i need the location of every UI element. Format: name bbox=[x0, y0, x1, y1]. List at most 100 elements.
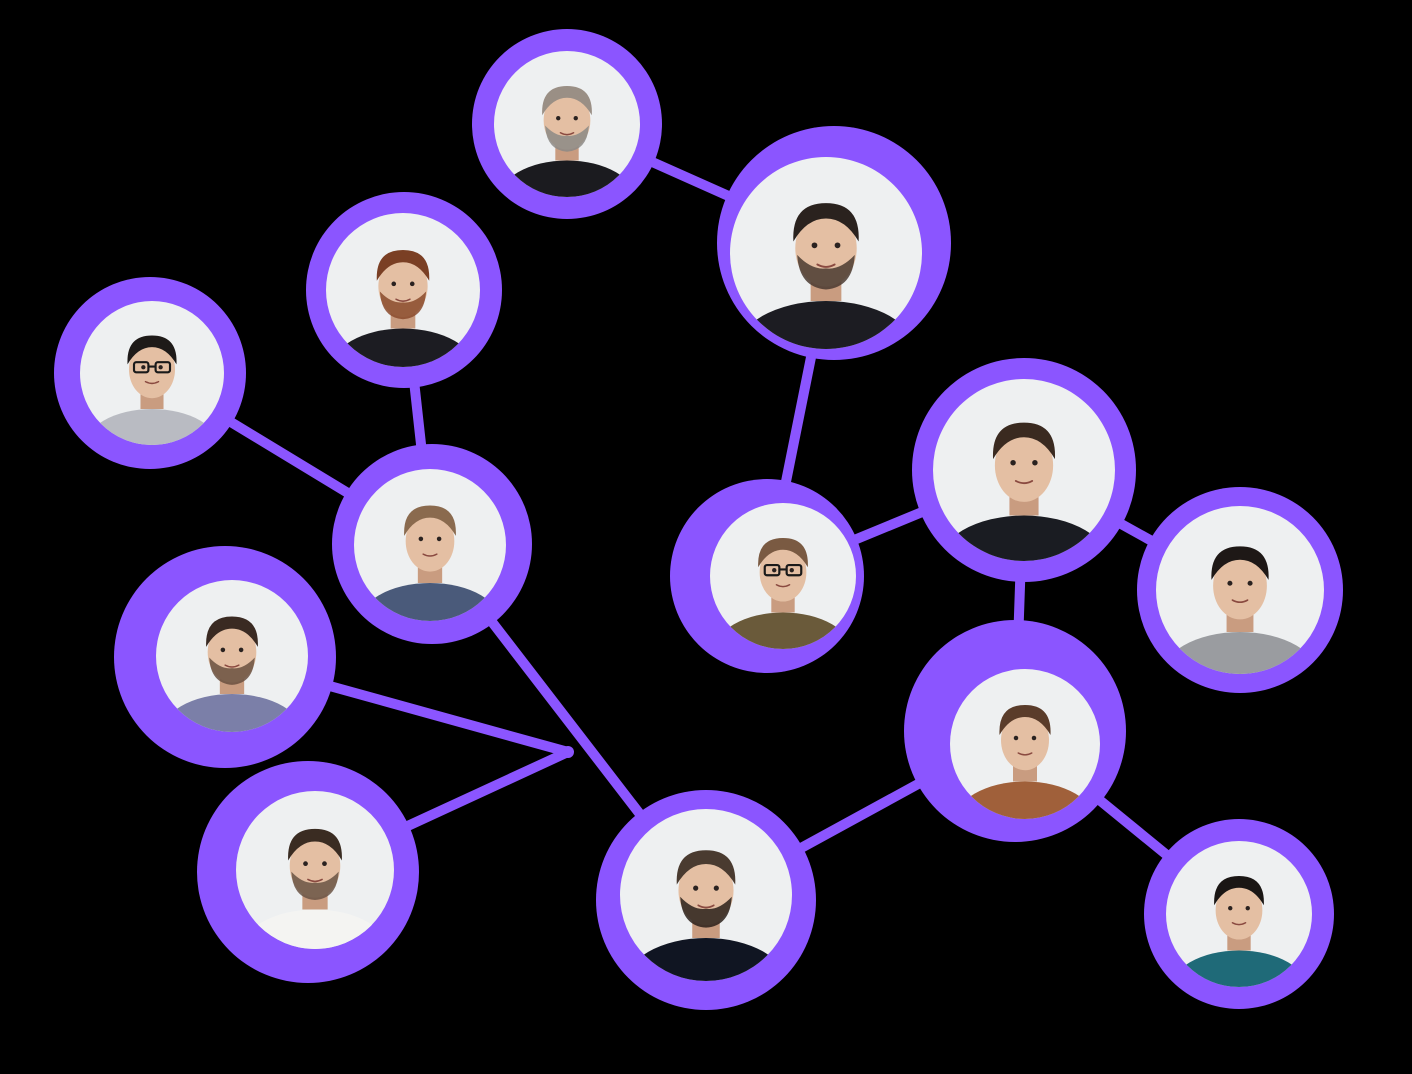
person-node-p8 bbox=[596, 790, 816, 1010]
hair bbox=[1211, 546, 1269, 580]
right-eye bbox=[1031, 735, 1037, 741]
person-node-p13 bbox=[1144, 819, 1334, 1009]
connection-junction bbox=[562, 746, 574, 758]
person-node-p6 bbox=[114, 546, 336, 768]
mouth bbox=[307, 878, 323, 883]
right-eye bbox=[1245, 905, 1250, 911]
shirt bbox=[734, 301, 918, 349]
face bbox=[1213, 552, 1267, 620]
right-eye bbox=[1032, 459, 1038, 466]
face bbox=[759, 543, 807, 602]
portrait-figure bbox=[953, 705, 1097, 819]
left-eye bbox=[1010, 459, 1016, 466]
left-eye bbox=[303, 861, 308, 867]
mouth bbox=[224, 664, 240, 668]
person-node-p4 bbox=[54, 277, 246, 469]
mouth bbox=[559, 132, 575, 136]
mouth bbox=[1014, 480, 1034, 485]
right-eye bbox=[436, 536, 442, 542]
portrait-figure bbox=[1160, 546, 1320, 674]
left-eye bbox=[141, 365, 146, 370]
left-eye bbox=[772, 567, 777, 573]
shirt bbox=[357, 583, 503, 621]
left-eye bbox=[1013, 735, 1019, 741]
shirt bbox=[953, 781, 1097, 819]
hair bbox=[758, 538, 808, 568]
hair bbox=[676, 850, 736, 885]
hair bbox=[999, 705, 1051, 735]
mouth bbox=[816, 263, 836, 268]
right-eye bbox=[573, 115, 578, 121]
beard bbox=[209, 657, 255, 685]
mouth bbox=[1231, 599, 1249, 604]
mouth bbox=[775, 584, 791, 588]
shirt bbox=[239, 909, 391, 949]
portrait-figure bbox=[159, 616, 305, 732]
shirt bbox=[937, 515, 1111, 561]
mouth bbox=[697, 904, 715, 909]
left-eye bbox=[1227, 580, 1233, 586]
person-node-p2 bbox=[717, 126, 951, 360]
mouth bbox=[395, 298, 411, 302]
portrait-figure bbox=[83, 335, 221, 445]
right-eye bbox=[713, 885, 719, 891]
left-eye bbox=[556, 115, 561, 121]
portrait-figure bbox=[357, 505, 503, 621]
person-nodes bbox=[54, 29, 1343, 1010]
left-eye bbox=[811, 242, 818, 249]
left-eye bbox=[693, 885, 699, 891]
hair bbox=[793, 203, 859, 242]
portrait-figure bbox=[624, 850, 788, 981]
right-eye bbox=[789, 567, 794, 573]
right-eye bbox=[1247, 580, 1253, 586]
right-eye bbox=[409, 281, 415, 287]
right-eye bbox=[158, 365, 163, 370]
person-node-p5 bbox=[332, 444, 532, 644]
left-eye bbox=[1228, 905, 1233, 911]
hair bbox=[1214, 876, 1264, 906]
hair bbox=[542, 86, 592, 116]
portrait-figure bbox=[497, 86, 637, 197]
left-eye bbox=[220, 647, 226, 653]
left-eye bbox=[418, 536, 424, 542]
right-eye bbox=[834, 242, 841, 249]
right-eye bbox=[322, 861, 327, 867]
portrait-figure bbox=[713, 538, 853, 649]
portrait-figure bbox=[329, 249, 477, 367]
face bbox=[994, 429, 1054, 502]
mouth bbox=[144, 380, 160, 385]
face bbox=[128, 340, 176, 399]
shirt bbox=[713, 612, 853, 649]
shirt bbox=[624, 938, 788, 981]
hair bbox=[288, 828, 342, 861]
portrait-figure bbox=[1169, 876, 1309, 987]
portrait-figure bbox=[239, 828, 391, 949]
shirt bbox=[1169, 950, 1309, 987]
face bbox=[405, 510, 455, 572]
hair bbox=[376, 249, 430, 281]
left-eye bbox=[391, 281, 397, 287]
shirt bbox=[497, 160, 637, 197]
shirt bbox=[1160, 632, 1320, 674]
person-node-p12 bbox=[904, 620, 1126, 842]
hair bbox=[206, 616, 258, 647]
mouth bbox=[1017, 752, 1033, 756]
mouth bbox=[422, 553, 438, 557]
person-node-p1 bbox=[472, 29, 662, 219]
person-node-p3 bbox=[306, 192, 502, 388]
right-eye bbox=[238, 647, 244, 653]
beard bbox=[680, 896, 732, 928]
beard bbox=[291, 871, 339, 901]
hair bbox=[992, 422, 1056, 460]
beard bbox=[545, 125, 589, 152]
shirt bbox=[329, 328, 477, 367]
hair bbox=[404, 505, 456, 536]
shirt bbox=[83, 409, 221, 445]
hair bbox=[127, 335, 177, 365]
face bbox=[1001, 710, 1049, 771]
person-node-p7 bbox=[197, 761, 419, 983]
mouth bbox=[1231, 922, 1247, 926]
beard bbox=[797, 254, 855, 290]
portrait-figure bbox=[937, 422, 1111, 561]
